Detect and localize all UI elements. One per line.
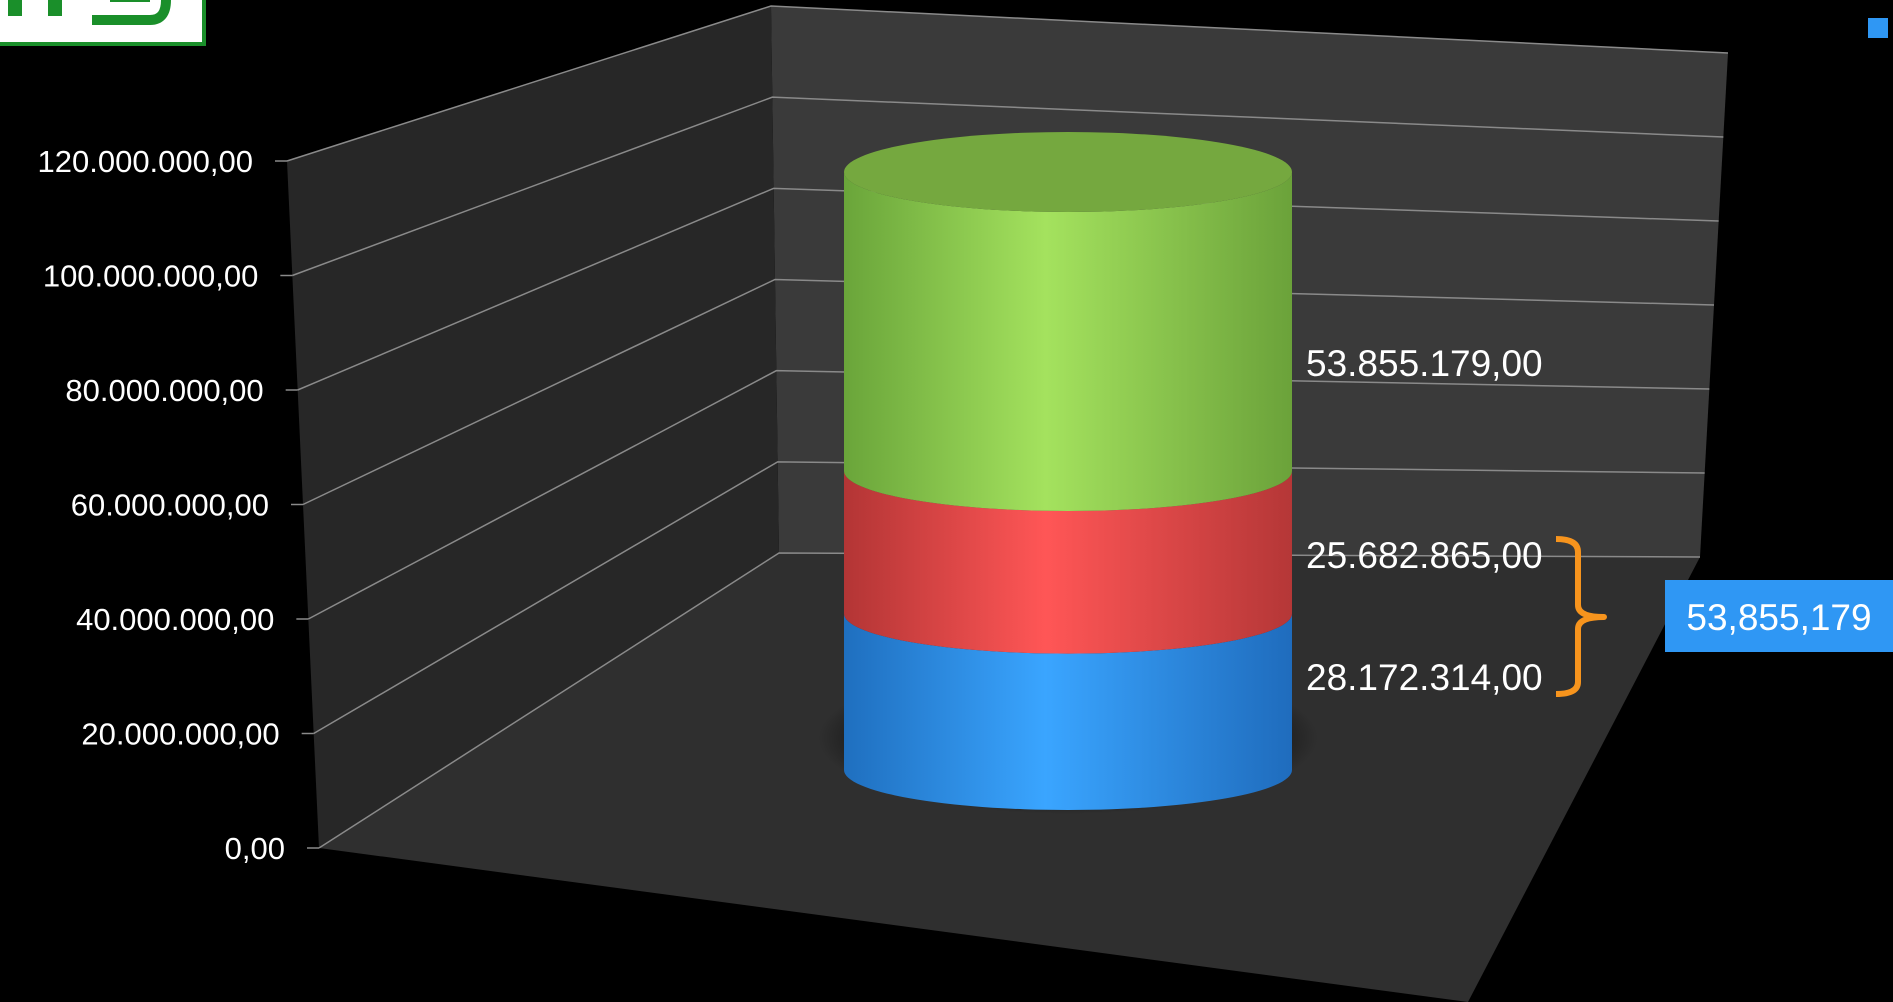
y-tick-label: 120.000.000,00	[38, 144, 254, 179]
legend-marker	[1868, 18, 1888, 38]
gridline	[318, 552, 1701, 849]
y-tick-label: 20.000.000,00	[81, 717, 279, 752]
brace	[1555, 536, 1607, 697]
callout-box	[1665, 580, 1893, 652]
y-tick-label: 80.000.000,00	[65, 373, 263, 408]
gridline	[307, 369, 1710, 620]
stacked-cylinder	[844, 132, 1293, 810]
y-tick-label: 100.000.000,00	[43, 259, 259, 294]
gridline	[292, 96, 1724, 277]
data-label-series-3: 53.855.179,00	[1306, 343, 1543, 384]
callout-text: 53,855,179	[1686, 597, 1871, 638]
gridlines	[286, 5, 1729, 849]
data-label-series-2: 25.682.865,00	[1306, 535, 1543, 576]
cylinder-top-cap	[844, 132, 1292, 212]
side-wall	[287, 6, 779, 848]
gridline	[286, 5, 1729, 162]
y-tick-label: 0,00	[225, 831, 285, 866]
y-axis: 0,00 20.000.000,00 40.000.000,00 60.000.000…	[38, 144, 319, 866]
gridline	[302, 278, 1715, 506]
y-tick-label: 40.000.000,00	[76, 602, 274, 637]
company-logo-icon	[0, 0, 206, 46]
data-label-series-1: 28.172.314,00	[1306, 657, 1543, 698]
cylinder-segment-3	[844, 172, 1292, 511]
gridline	[297, 187, 1719, 391]
cylinder-segment-2	[844, 471, 1293, 654]
gridline	[313, 461, 1705, 735]
cylinder-segment-1	[844, 613, 1293, 810]
y-tick-label: 60.000.000,00	[71, 488, 269, 523]
